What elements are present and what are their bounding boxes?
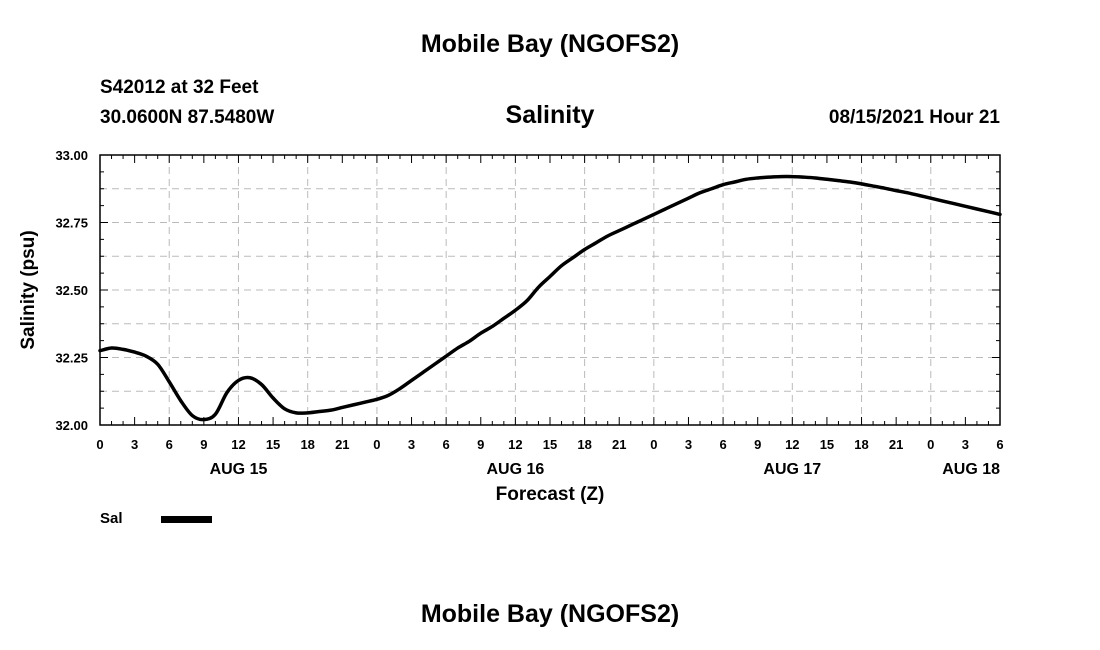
x-tick-label: 9 bbox=[477, 437, 484, 452]
x-tick-label: 12 bbox=[231, 437, 245, 452]
footer-title: Mobile Bay (NGOFS2) bbox=[420, 600, 680, 628]
chart-subtitle: Salinity bbox=[505, 101, 595, 129]
legend-label: Sal bbox=[100, 510, 123, 527]
y-axis-label: Salinity (psu) bbox=[18, 230, 39, 349]
x-tick-label: 15 bbox=[820, 437, 834, 452]
grid-lines bbox=[100, 155, 1000, 425]
x-tick-label: 3 bbox=[962, 437, 969, 452]
x-tick-label: 21 bbox=[335, 437, 349, 452]
y-tick-label: 32.00 bbox=[55, 418, 88, 433]
y-axis-tick-labels: 32.00 32.25 32.50 32.75 33.00 bbox=[55, 148, 88, 433]
x-tick-label: 9 bbox=[754, 437, 761, 452]
x-axis-tick-labels: 0 3 6 9 12 15 18 21 0 3 6 9 12 15 18 21 0 3 6 9 12 15 18 21 0 3 6 bbox=[96, 437, 1003, 452]
x-tick-label: 15 bbox=[543, 437, 557, 452]
x-tick-label: 0 bbox=[927, 437, 934, 452]
x-tick-label: 21 bbox=[612, 437, 626, 452]
x-tick-label: 3 bbox=[685, 437, 692, 452]
forecast-timestamp: 08/15/2021 Hour 21 bbox=[828, 107, 1000, 128]
chart-title: Mobile Bay (NGOFS2) bbox=[420, 30, 680, 58]
y-tick-label: 33.00 bbox=[55, 148, 88, 163]
date-label: AUG 15 bbox=[210, 461, 268, 478]
x-tick-label: 6 bbox=[443, 437, 450, 452]
x-tick-label: 12 bbox=[508, 437, 522, 452]
x-tick-label: 6 bbox=[166, 437, 173, 452]
x-tick-label: 0 bbox=[96, 437, 103, 452]
date-label: AUG 17 bbox=[763, 461, 821, 478]
x-tick-label: 18 bbox=[300, 437, 314, 452]
x-tick-label: 12 bbox=[785, 437, 799, 452]
axis-ticks bbox=[99, 154, 1001, 426]
y-tick-label: 32.50 bbox=[55, 283, 88, 298]
x-tick-label: 9 bbox=[200, 437, 207, 452]
date-label: AUG 18 bbox=[942, 461, 1000, 478]
x-tick-label: 3 bbox=[131, 437, 138, 452]
x-tick-label: 18 bbox=[854, 437, 868, 452]
x-axis-label: Forecast (Z) bbox=[496, 484, 605, 505]
x-tick-label: 15 bbox=[266, 437, 280, 452]
x-tick-label: 0 bbox=[650, 437, 657, 452]
series-line-sal bbox=[98, 174, 1002, 422]
date-label: AUG 16 bbox=[486, 461, 544, 478]
y-tick-label: 32.25 bbox=[55, 351, 88, 366]
station-label: S42012 at 32 Feet bbox=[100, 77, 259, 98]
date-labels: AUG 15 AUG 16 AUG 17 AUG 18 bbox=[210, 461, 1001, 478]
x-tick-label: 6 bbox=[996, 437, 1003, 452]
x-tick-label: 6 bbox=[719, 437, 726, 452]
x-tick-label: 0 bbox=[373, 437, 380, 452]
legend-swatch bbox=[161, 516, 212, 523]
x-tick-label: 18 bbox=[577, 437, 591, 452]
coordinates-label: 30.0600N 87.5480W bbox=[100, 107, 275, 128]
x-tick-label: 21 bbox=[889, 437, 903, 452]
y-tick-label: 32.75 bbox=[55, 216, 88, 231]
x-tick-label: 3 bbox=[408, 437, 415, 452]
